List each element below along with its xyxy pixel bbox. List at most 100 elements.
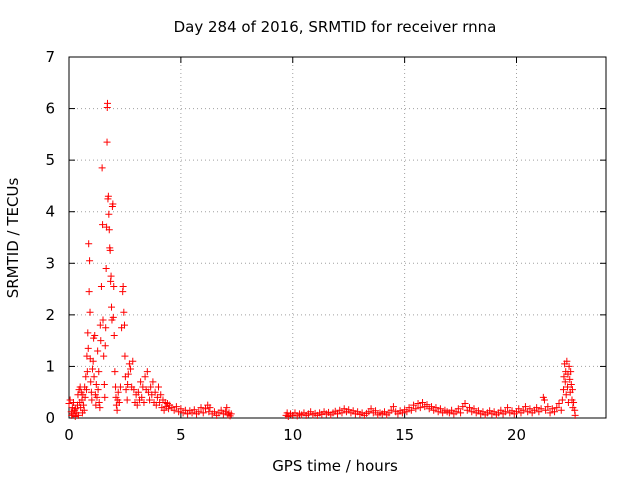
data-point [190,406,198,414]
data-point [88,396,96,404]
data-point [416,404,424,412]
data-point [97,337,105,345]
data-point [403,408,411,416]
data-point [99,316,107,324]
data-point [414,400,422,408]
data-point [155,383,162,391]
data-point [206,404,214,412]
data-point [227,410,235,418]
data-point [149,378,157,386]
data-point [120,321,128,329]
data-point [82,373,90,381]
data-point [551,408,559,416]
data-point [74,411,82,419]
data-point [423,401,431,409]
data-point [448,406,456,414]
data-point [210,408,218,416]
data-point [177,405,185,413]
data-point [100,352,108,360]
data-point [84,329,92,337]
data-point [454,405,462,413]
data-point [151,388,159,396]
data-point [98,164,106,172]
data-point [172,403,180,411]
data-point [65,400,73,408]
data-point [68,411,76,419]
y-tick-label: 7 [45,48,55,66]
data-point [114,388,122,396]
data-point [407,406,415,414]
data-point [82,386,90,394]
data-point [94,386,102,394]
data-point [199,409,207,417]
data-point [87,388,95,396]
data-point [122,386,130,394]
data-point [410,401,418,409]
data-point [223,404,231,412]
data-point [283,409,291,417]
data-point [123,396,131,404]
data-point [571,411,579,419]
data-point [432,404,440,412]
data-point [86,308,94,316]
data-point [129,357,137,365]
data-point [90,373,98,381]
data-point [504,404,512,412]
data-point [105,210,113,218]
data-point [105,226,113,234]
data-point [103,99,111,107]
data-point [94,347,102,355]
data-point [113,406,121,414]
data-point [103,138,111,146]
plot-frame [68,56,607,419]
axis-ticks: 0 5 10 15 20 0 1 2 3 4 5 6 7 [45,48,606,444]
data-point [387,406,395,414]
data-point [80,401,88,409]
data-point [334,410,341,418]
data-point [412,405,420,413]
data-point [165,405,173,413]
data-point [568,386,576,394]
data-point [427,403,435,411]
data-point [140,399,148,407]
x-tick-label: 15 [395,426,414,444]
data-point [565,362,573,370]
data-point [544,403,552,411]
data-point [466,404,474,412]
data-point [124,370,132,378]
data-point [120,308,128,316]
data-point [567,380,575,388]
data-point [501,408,509,416]
data-point [115,399,123,407]
data-point [101,393,109,401]
data-point [101,342,109,350]
y-tick-label: 0 [45,409,55,427]
data-point [124,380,132,388]
y-tick-label: 6 [45,100,55,118]
data-point [121,352,129,360]
data-point [147,383,155,391]
data-point [461,400,469,408]
data-point [83,368,91,376]
y-tick-label: 2 [45,306,55,324]
data-point [96,321,104,329]
data-point [69,399,77,407]
y-tick-label: 4 [45,203,55,221]
data-point [197,404,205,412]
data-point [558,396,566,404]
data-point [81,393,89,401]
data-point [537,405,545,413]
data-point [157,391,165,399]
data-point [521,403,529,411]
data-point [109,200,117,208]
data-point [87,378,95,386]
x-tick-label: 20 [507,426,526,444]
data-point [110,282,118,290]
data-point [560,373,568,381]
data-point [195,408,203,416]
data-point [96,404,104,412]
data-point [102,264,110,272]
data-point [546,409,554,417]
data-point [436,405,444,413]
